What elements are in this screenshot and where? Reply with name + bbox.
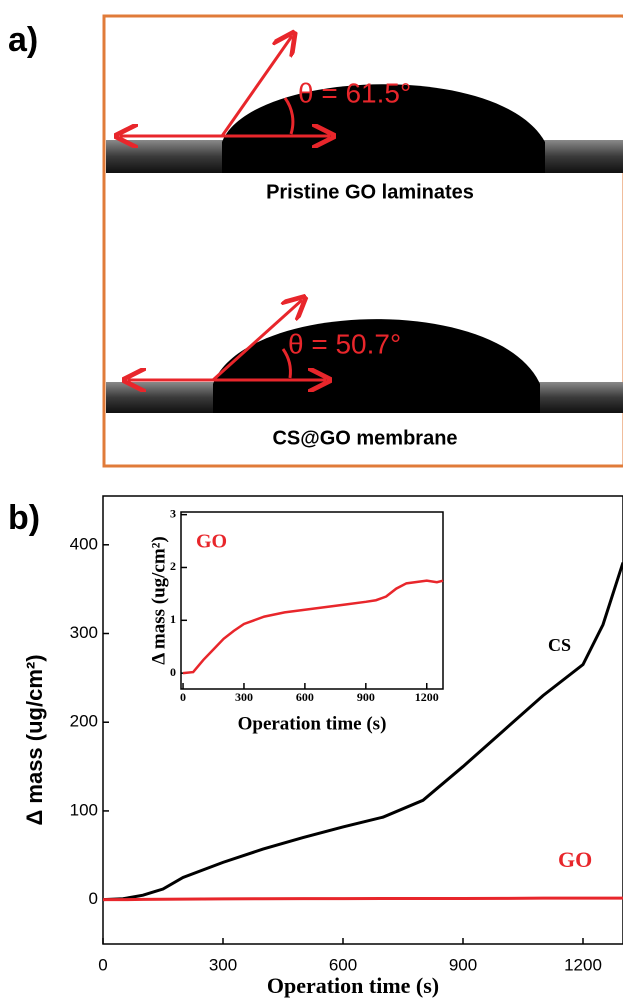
y-tick-label: 3	[170, 506, 176, 520]
y-tick-label: 300	[70, 623, 98, 642]
x-axis-label: Operation time (s)	[267, 973, 439, 998]
series-line	[182, 579, 444, 675]
x-tick-label: 600	[296, 690, 314, 704]
x-tick-label: 1200	[564, 955, 602, 974]
y-tick-label: 100	[70, 800, 98, 819]
x-tick-label: 0	[180, 690, 186, 704]
y-axis-label: Δ mass (ug/cm²)	[22, 654, 47, 825]
droplet	[213, 319, 540, 413]
x-tick-label: 900	[449, 955, 477, 974]
y-tick-label: 1	[170, 612, 176, 626]
series-line	[102, 896, 623, 902]
y-tick-label: 200	[70, 712, 98, 731]
arrow	[211, 300, 302, 382]
annotation: GO	[196, 531, 227, 553]
x-tick-label: 0	[98, 955, 107, 974]
angle-label: θ = 61.5°	[298, 77, 411, 108]
y-tick-label: 2	[170, 559, 176, 573]
y-tick-label: 0	[89, 889, 98, 908]
droplet	[222, 84, 545, 173]
y-axis-label: Δ mass (ug/cm²)	[148, 536, 169, 664]
panel-label: a)	[8, 21, 38, 59]
y-tick-label: 400	[70, 534, 98, 553]
x-axis-label: Operation time (s)	[238, 713, 387, 734]
annotation: CS	[548, 635, 571, 655]
x-tick-label: 1200	[415, 690, 439, 704]
arrow	[220, 36, 292, 137]
angle-arc	[281, 348, 292, 379]
annotation: GO	[558, 847, 592, 872]
panel-label: b)	[8, 499, 40, 537]
x-tick-label: 600	[329, 955, 357, 974]
series-line	[102, 562, 623, 902]
caption: CS@GO membrane	[272, 427, 457, 449]
angle-arc	[283, 97, 295, 135]
y-tick-label: 0	[170, 665, 176, 679]
x-tick-label: 900	[357, 690, 375, 704]
plot-area	[180, 511, 444, 690]
angle-label: θ = 50.7°	[288, 328, 401, 359]
x-tick-label: 300	[209, 955, 237, 974]
caption: Pristine GO laminates	[266, 181, 474, 203]
x-tick-label: 300	[235, 690, 253, 704]
